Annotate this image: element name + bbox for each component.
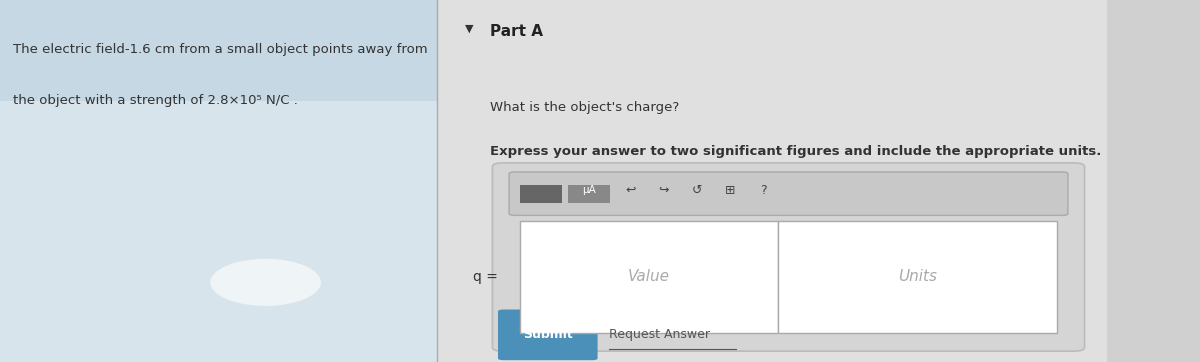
Text: Request Answer: Request Answer: [608, 328, 709, 341]
Text: Submit: Submit: [523, 328, 572, 341]
Text: ↺: ↺: [692, 184, 702, 197]
Text: Units: Units: [898, 269, 937, 285]
Text: ?: ?: [761, 184, 767, 197]
Ellipse shape: [210, 259, 320, 306]
Text: Express your answer to two significant figures and include the appropriate units: Express your answer to two significant f…: [491, 145, 1102, 158]
FancyBboxPatch shape: [509, 172, 1068, 215]
Text: q =: q =: [473, 270, 498, 284]
FancyBboxPatch shape: [520, 221, 778, 333]
Text: ⊞: ⊞: [725, 184, 736, 197]
Text: ▼: ▼: [464, 24, 473, 34]
Text: ↪: ↪: [659, 184, 670, 197]
Text: The electric field‑1.6 cm from a small object points away from: The electric field‑1.6 cm from a small o…: [13, 43, 428, 56]
Text: What is the object's charge?: What is the object's charge?: [491, 101, 679, 114]
FancyBboxPatch shape: [437, 0, 1106, 362]
Text: Value: Value: [628, 269, 670, 285]
FancyBboxPatch shape: [0, 0, 437, 101]
Text: μA: μA: [582, 185, 595, 195]
FancyBboxPatch shape: [568, 185, 610, 203]
FancyBboxPatch shape: [520, 185, 562, 203]
FancyBboxPatch shape: [492, 163, 1085, 351]
Text: Part A: Part A: [491, 24, 544, 38]
FancyBboxPatch shape: [0, 0, 437, 362]
Text: ↩: ↩: [625, 184, 636, 197]
FancyBboxPatch shape: [778, 221, 1057, 333]
Text: the object with a strength of 2.8×10⁵ N/C .: the object with a strength of 2.8×10⁵ N/…: [13, 94, 298, 107]
FancyBboxPatch shape: [498, 310, 598, 360]
